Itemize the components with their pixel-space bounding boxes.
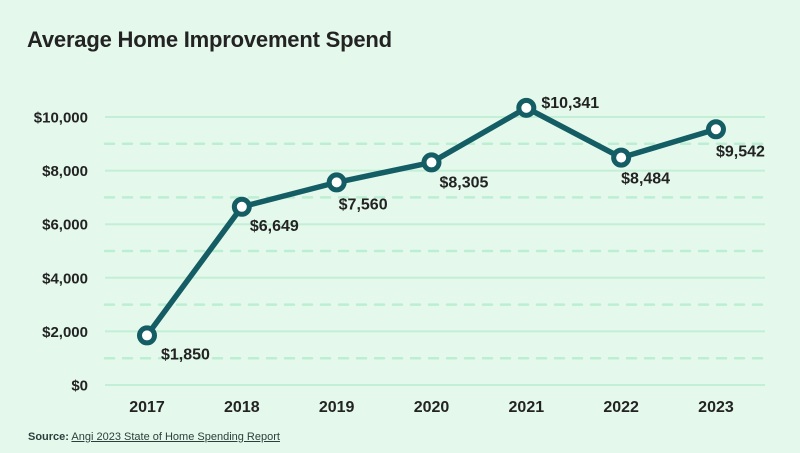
- point-label-2017: $1,850: [161, 346, 210, 363]
- point-label-2018: $6,649: [250, 218, 299, 235]
- y-tick-label: $6,000: [42, 217, 88, 234]
- y-tick-label: $0: [71, 378, 88, 395]
- y-tick-label: $8,000: [42, 163, 88, 180]
- data-point-2023: [705, 119, 726, 140]
- y-tick-label: $10,000: [34, 110, 88, 127]
- data-point-2018: [231, 196, 252, 217]
- point-label-2022: $8,484: [621, 171, 670, 188]
- source-note: Source: Angi 2023 State of Home Spending…: [28, 431, 280, 443]
- point-label-2023: $9,542: [716, 143, 765, 160]
- y-tick-label: $4,000: [42, 270, 88, 287]
- data-point-2021: [516, 97, 537, 118]
- point-label-2019: $7,560: [339, 196, 388, 213]
- trend-line: [144, 105, 719, 339]
- x-tick-label-2023: 2023: [698, 399, 734, 416]
- x-tick-label-2017: 2017: [129, 399, 165, 416]
- chart-title: Average Home Improvement Spend: [27, 27, 392, 52]
- x-tick-label-2021: 2021: [509, 399, 545, 416]
- point-label-2021: $10,341: [541, 95, 599, 112]
- x-tick-label-2022: 2022: [603, 399, 639, 416]
- x-tick-label-2020: 2020: [414, 399, 450, 416]
- x-tick-label-2019: 2019: [319, 399, 355, 416]
- data-point-2017: [137, 325, 157, 346]
- x-tick-label-2018: 2018: [224, 399, 260, 416]
- source-link[interactable]: Angi 2023 State of Home Spending Report: [71, 431, 280, 443]
- y-tick-label: $2,000: [42, 324, 88, 341]
- data-point-2022: [611, 147, 632, 168]
- data-point-2019: [326, 172, 347, 193]
- point-label-2020: $8,305: [439, 174, 488, 191]
- data-point-2020: [421, 152, 442, 173]
- source-label: Source:: [28, 431, 69, 443]
